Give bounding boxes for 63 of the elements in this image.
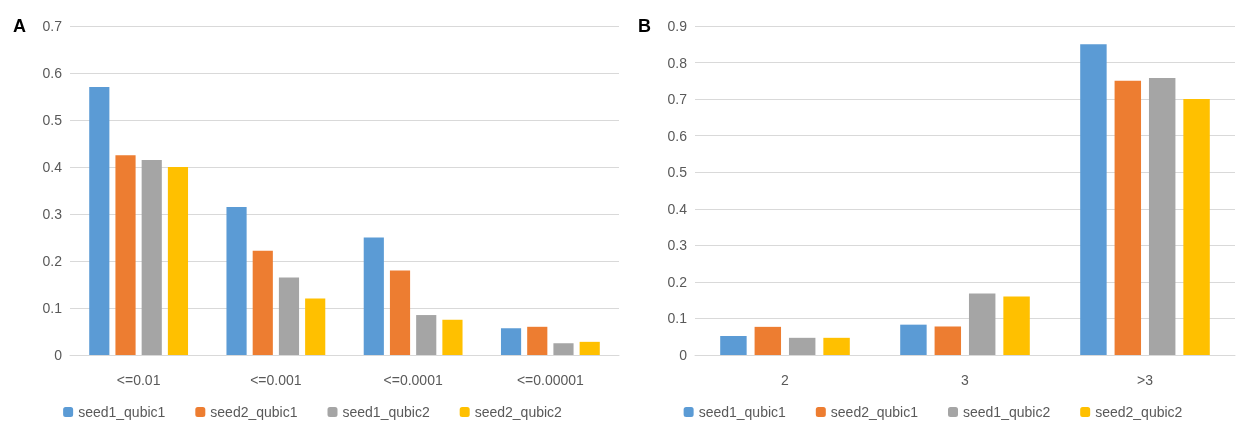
chart-title: A [13,16,26,36]
y-tick-label: 0.3 [42,206,63,222]
y-tick-label: 0.4 [42,159,63,175]
x-tick-label: >3 [1137,372,1154,388]
bar [141,159,162,355]
bar [226,206,247,355]
bar [1148,77,1176,355]
y-tick-label: 0.5 [42,112,63,128]
y-tick-label: 0.8 [667,54,688,71]
y-tick-label: 0 [679,347,688,363]
x-tick-label: <=0.0001 [383,372,443,388]
bar [1114,80,1142,355]
y-tick-label: 0.5 [667,164,688,181]
bar [788,337,816,355]
bar [305,298,326,355]
legend-label: seed1_qubic2 [342,404,430,420]
legend-label: seed2_qubic1 [210,404,298,420]
legend-label: seed1_qubic1 [698,404,787,420]
y-tick-label: 0.6 [42,65,63,81]
y-tick-label: 0 [54,347,63,363]
bar [278,277,300,355]
chart-title: B [638,16,651,36]
bar [389,270,411,355]
y-tick-label: 0.1 [42,300,63,316]
x-tick-label: 3 [961,372,970,388]
bar [252,250,273,355]
legend-label: seed2_qubic1 [830,404,919,420]
y-tick-label: 0.9 [667,18,688,34]
bar [527,326,548,355]
legend-label: seed2_qubic2 [1095,404,1183,420]
bar [934,326,962,355]
bar [500,328,522,355]
y-tick-label: 0.7 [667,91,688,108]
bar [167,167,189,355]
y-tick-label: 0.3 [667,237,688,254]
y-tick-label: 0.7 [42,18,63,34]
legend-label: seed1_qubic1 [78,404,166,420]
bar [1003,296,1030,355]
y-tick-label: 0.2 [42,253,63,269]
bar [553,343,574,355]
x-tick-label: 2 [781,372,790,388]
y-tick-label: 0.2 [667,273,688,290]
legend-label: seed1_qubic2 [963,404,1051,420]
y-tick-label: 0.6 [667,127,688,144]
x-tick-label: <=0.001 [250,372,302,388]
bar [900,324,927,355]
bar [823,337,850,355]
bar [754,326,782,355]
bar [363,237,384,355]
bar [968,293,996,355]
bar [579,341,600,355]
bar [720,335,747,355]
bar [1183,99,1210,355]
x-tick-label: <=0.01 [116,372,161,388]
x-tick-label: <=0.00001 [516,372,585,388]
legend-label: seed2_qubic2 [474,404,563,420]
bar [115,155,136,355]
bar [442,319,463,355]
bar [1080,44,1107,355]
y-tick-label: 0.4 [667,200,688,217]
bar [89,87,110,355]
bar [416,315,437,355]
y-tick-label: 0.1 [667,310,688,327]
